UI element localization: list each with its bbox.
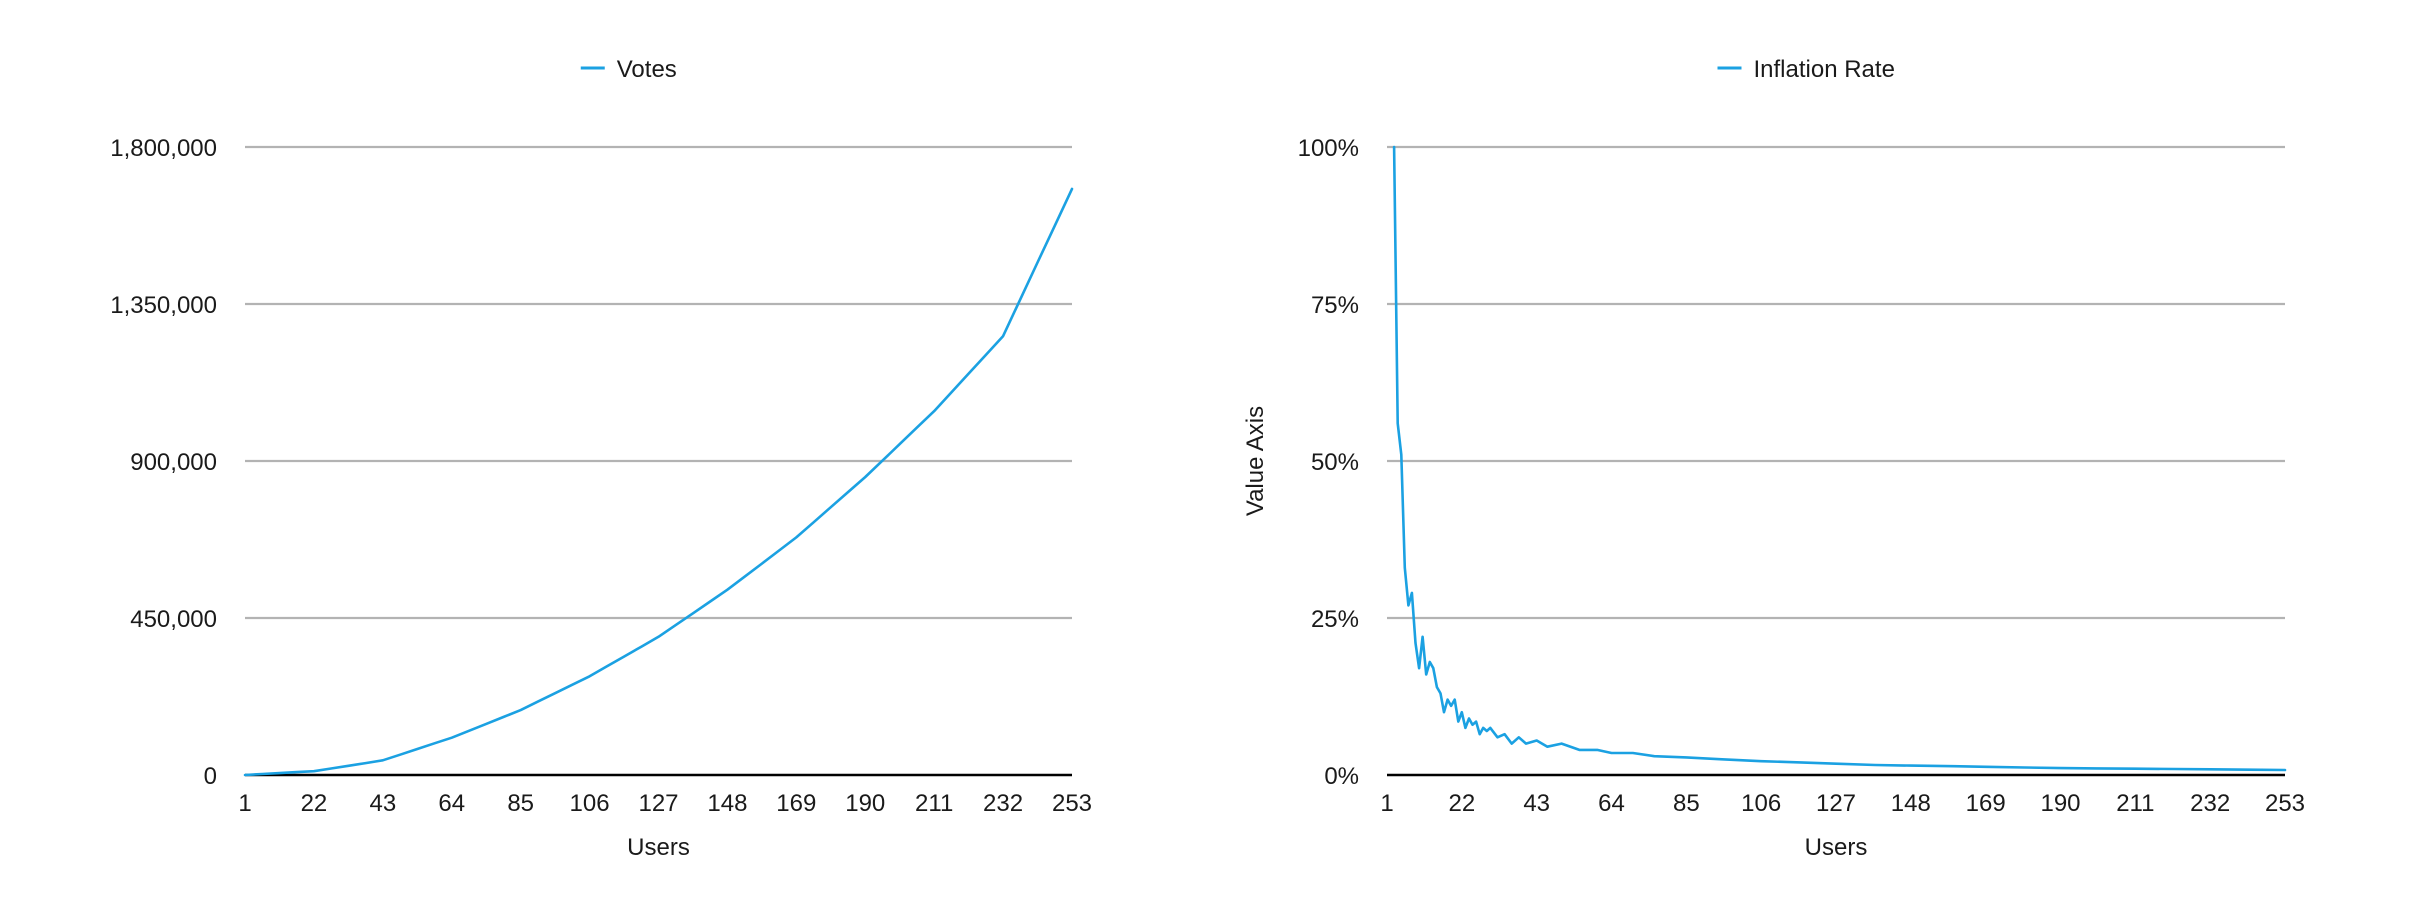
- x-tick-label: 106: [570, 790, 610, 817]
- series-line-1: [243, 187, 1074, 777]
- legend-label: Votes: [617, 56, 677, 83]
- x-tick-label: 127: [1816, 790, 1856, 817]
- x-tick-label: 211: [915, 790, 953, 817]
- y-tick-label: 50%: [1311, 449, 1359, 476]
- legend-label: Inflation Rate: [1754, 56, 1895, 83]
- x-axis-label: Users: [1805, 834, 1868, 861]
- x-tick-label: 148: [1891, 790, 1931, 817]
- x-tick-label: 190: [2040, 790, 2080, 817]
- x-tick-label: 253: [1052, 790, 1092, 817]
- y-tick-label: 1,350,000: [110, 292, 217, 319]
- chart-1: 0 450,000 900,000 1,350,000 1,800,000 1 22 43 64…: [110, 56, 1092, 861]
- x-tick-label: 148: [707, 790, 747, 817]
- x-axis-label: Users: [627, 834, 690, 861]
- x-tick-label: 232: [2190, 790, 2230, 817]
- y-axis-label: Value Axis: [1242, 406, 1269, 516]
- x-tick-label: 106: [1741, 790, 1781, 817]
- x-tick-label: 43: [369, 790, 396, 817]
- x-tick-label: 85: [1673, 790, 1700, 817]
- x-tick-label: 64: [438, 790, 465, 817]
- x-tick-label: 64: [1598, 790, 1625, 817]
- x-tick-label: 22: [1448, 790, 1475, 817]
- y-tick-label: 900,000: [130, 449, 217, 476]
- x-tick-label: 1: [238, 790, 251, 817]
- y-tick-label: 1,800,000: [110, 135, 217, 162]
- x-tick-label: 211: [2116, 790, 2154, 817]
- chart-2: 0% 25% 50% 75% 100% 1 22 43 64 85 106 127 148 169 190 2…: [1242, 56, 2305, 861]
- x-tick-label: 190: [845, 790, 885, 817]
- x-tick-label: 43: [1523, 790, 1550, 817]
- x-tick-label: 232: [983, 790, 1023, 817]
- y-tick-label: 75%: [1311, 292, 1359, 319]
- y-tick-label: 25%: [1311, 606, 1359, 633]
- series-line-1: [1392, 145, 2287, 772]
- x-tick-label: 127: [638, 790, 678, 817]
- x-tick-label: 169: [1966, 790, 2006, 817]
- x-tick-label: 1: [1380, 790, 1393, 817]
- y-tick-label: 100%: [1298, 135, 1359, 162]
- y-tick-label: 0%: [1324, 763, 1359, 790]
- y-tick-label: 0: [204, 763, 217, 790]
- y-tick-label: 450,000: [130, 606, 217, 633]
- x-tick-label: 169: [776, 790, 816, 817]
- x-tick-label: 253: [2265, 790, 2305, 817]
- x-tick-label: 22: [301, 790, 328, 817]
- x-tick-label: 85: [507, 790, 534, 817]
